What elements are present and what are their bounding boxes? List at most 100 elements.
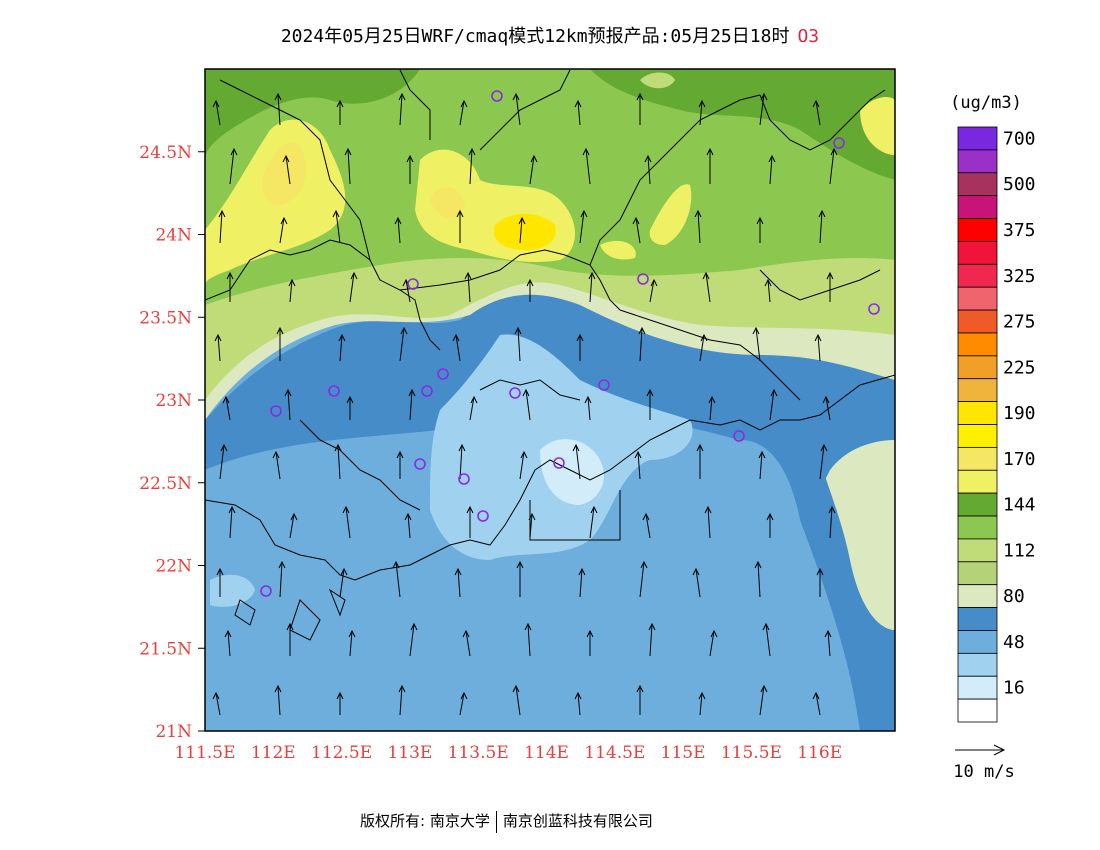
legend-label: 375 <box>1003 220 1036 241</box>
color-legend: 700 500 375 325 275 225 190 170 144 112 80 48 16 <box>957 126 1036 723</box>
station-marker <box>328 385 340 397</box>
band-light-top <box>640 72 675 89</box>
band-64-80 <box>205 294 895 731</box>
legend-swatch <box>957 195 998 219</box>
wind-arrowhead <box>576 333 584 342</box>
y-tick-label: 21.5N <box>139 639 192 659</box>
wind-arrow <box>279 217 285 244</box>
wind-arrow <box>399 685 403 716</box>
wind-arrowhead <box>828 505 836 514</box>
wind-arrow <box>579 210 585 244</box>
wind-arrow <box>469 148 473 185</box>
legend-swatch <box>957 515 998 540</box>
wind-arrowhead <box>336 99 344 108</box>
legend-label: 190 <box>1003 403 1036 424</box>
wind-arrow <box>219 444 225 480</box>
wind-arrowhead <box>520 450 528 459</box>
wind-arrowhead <box>812 99 820 108</box>
wind-arrowhead <box>816 567 824 576</box>
wind-arrowhead <box>820 443 828 452</box>
wind-arrowhead <box>646 388 654 397</box>
y-axis: 21N 21.5N 22N 22.5N 23N 23.5N 24N 24.5N <box>139 143 205 742</box>
legend-swatch <box>957 698 998 723</box>
wind-arrowhead <box>528 512 536 521</box>
legend-swatch <box>957 401 998 425</box>
x-tick-label: 114E <box>524 743 569 763</box>
wind-arrow <box>527 623 531 657</box>
wind-arrowhead <box>462 629 470 638</box>
legend-swatch <box>957 218 998 242</box>
legend-label: 700 <box>1003 128 1036 149</box>
wind-arrow <box>529 155 535 185</box>
wind-arrow <box>709 396 713 421</box>
station-marker <box>270 405 282 417</box>
legend-label: 275 <box>1003 312 1036 333</box>
wind-arrowhead <box>760 92 768 101</box>
wind-arrow <box>697 210 701 244</box>
wind-arrowhead <box>770 388 778 397</box>
wind-arrow <box>399 327 405 362</box>
legend-swatch <box>957 332 998 357</box>
wind-arrowhead <box>396 450 404 459</box>
wind-arrowhead <box>406 154 414 163</box>
wind-arrowhead <box>702 271 710 280</box>
wind-arrow <box>409 389 413 421</box>
wind-arrowhead <box>392 560 400 569</box>
y-tick-label: 23.5N <box>139 308 192 328</box>
wind-arrowhead <box>460 691 468 700</box>
wind-arrowhead <box>710 629 718 638</box>
wind-arrowhead <box>470 395 478 404</box>
legend-label: 16 <box>1003 678 1025 699</box>
station-marker <box>414 458 426 470</box>
wind-arrowhead <box>332 209 340 218</box>
legend-swatch <box>957 172 998 197</box>
wind-arrowhead <box>830 147 838 156</box>
wind-arrowhead <box>826 271 834 280</box>
wind-arrow <box>457 568 461 598</box>
wind-arrowhead <box>698 99 706 108</box>
legend-label: 500 <box>1003 174 1036 195</box>
wind-arrowhead <box>288 278 296 287</box>
wind-arrowhead <box>274 684 282 693</box>
wind-arrow <box>337 444 341 480</box>
wind-arrowhead <box>584 395 592 404</box>
x-axis: 111.5E 112E 112.5E 113E 113.5E 114E 114.5E 115E… <box>174 743 842 763</box>
wind-arrowhead <box>754 560 762 569</box>
wind-arrow <box>815 692 821 716</box>
wind-arrowhead <box>276 326 284 335</box>
wind-arrowhead <box>580 209 588 218</box>
wind-arrowhead <box>344 147 352 156</box>
legend-swatch <box>957 424 998 448</box>
y-tick-label: 24N <box>155 226 192 246</box>
wind-arrow <box>705 272 711 303</box>
station-markers <box>260 90 880 597</box>
footer-separator <box>495 810 497 833</box>
wind-arrow <box>225 396 231 421</box>
wind-arrow <box>459 444 463 480</box>
wind-arrowhead <box>648 622 656 631</box>
x-tick-label: 112E <box>251 743 296 763</box>
wind-arrow <box>699 334 705 362</box>
wind-arrow <box>407 513 411 539</box>
wind-arrowhead <box>640 560 648 569</box>
wind-arrowhead <box>704 505 712 514</box>
wind-arrow <box>829 506 833 539</box>
wind-arrow <box>819 210 823 244</box>
wind-arrowhead <box>346 395 354 404</box>
wind-arrow <box>577 100 581 126</box>
legend-swatch <box>957 378 998 403</box>
wind-arrowhead <box>632 216 640 225</box>
x-tick-label: 111.5E <box>174 743 235 763</box>
wind-arrow <box>639 561 645 598</box>
wind-arrowhead <box>230 147 238 156</box>
wind-arrow <box>639 327 643 362</box>
wind-arrowhead <box>694 209 702 218</box>
wind-arrow <box>345 506 351 539</box>
wind-arrow <box>589 272 593 303</box>
wind-arrow <box>349 630 353 657</box>
wind-arrowhead <box>466 505 474 514</box>
station-marker <box>833 137 845 149</box>
band-170-190-west <box>262 141 306 205</box>
wind-arrowhead <box>342 505 350 514</box>
wind-arrowhead <box>644 154 652 163</box>
